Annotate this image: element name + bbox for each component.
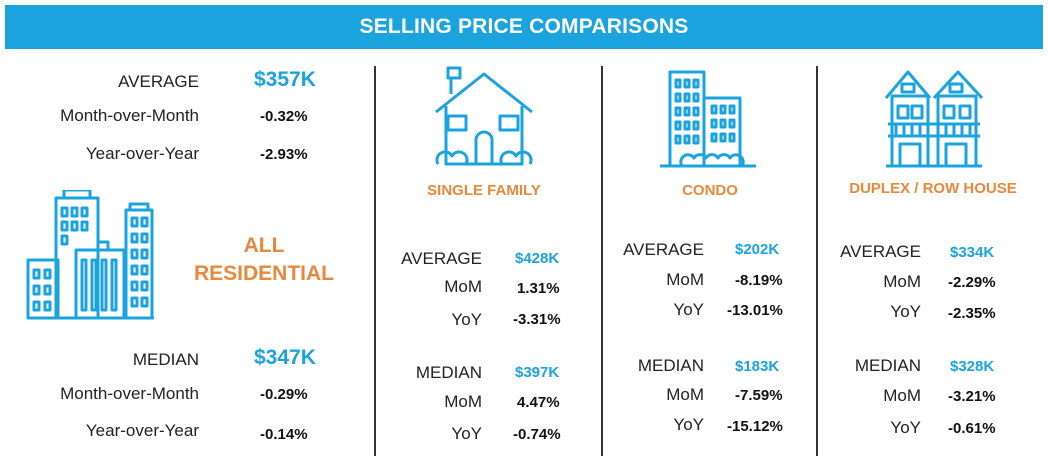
median-value: $183K bbox=[735, 358, 780, 375]
yoy-label: YoY bbox=[890, 418, 921, 437]
median-label: MEDIAN bbox=[415, 363, 482, 382]
mom-label: MoM bbox=[444, 392, 482, 411]
category-label: DUPLEX / ROW HOUSE bbox=[849, 180, 1017, 197]
median-label: MEDIAN bbox=[637, 356, 704, 375]
yoy-label: Year-over-Year bbox=[85, 421, 199, 440]
yoy-value: -0.61% bbox=[948, 420, 996, 437]
average-value: $357K bbox=[254, 68, 316, 91]
mom-value: 4.47% bbox=[517, 394, 560, 411]
category-label: ALL RESIDENTIAL bbox=[186, 232, 342, 288]
mom-value: -3.21% bbox=[948, 388, 996, 405]
mom-label: MoM bbox=[666, 385, 704, 404]
mom-value: -7.59% bbox=[735, 387, 783, 404]
yoy-value: -0.74% bbox=[513, 426, 561, 443]
mom-label: Month-over-Month bbox=[60, 106, 199, 125]
yoy-label: Year-over-Year bbox=[85, 144, 199, 163]
column-divider bbox=[816, 66, 818, 456]
average-value: $334K bbox=[950, 244, 995, 261]
mom-value: -8.19% bbox=[735, 272, 783, 289]
mom-value: 1.31% bbox=[517, 280, 560, 297]
page-title-banner: SELLING PRICE COMPARISONS bbox=[5, 5, 1043, 49]
median-label: MEDIAN bbox=[132, 350, 199, 369]
category-label: CONDO bbox=[682, 182, 738, 199]
mom-label: MoM bbox=[883, 272, 921, 291]
mom-label: Month-over-Month bbox=[60, 384, 199, 403]
mom-label: MoM bbox=[444, 277, 482, 296]
yoy-label: YoY bbox=[451, 424, 482, 443]
mom-value: -0.32% bbox=[260, 108, 308, 125]
yoy-value: -0.14% bbox=[260, 426, 308, 443]
yoy-value: -2.35% bbox=[948, 305, 996, 322]
city-buildings-icon bbox=[26, 190, 154, 320]
column-divider bbox=[601, 66, 603, 456]
yoy-label: YoY bbox=[673, 415, 704, 434]
average-label: AVERAGE bbox=[623, 240, 704, 259]
yoy-label: YoY bbox=[451, 310, 482, 329]
mom-value: -2.29% bbox=[948, 274, 996, 291]
yoy-value: -13.01% bbox=[727, 302, 783, 319]
average-label: AVERAGE bbox=[401, 249, 482, 268]
mom-label: MoM bbox=[666, 270, 704, 289]
category-label: SINGLE FAMILY bbox=[427, 182, 541, 199]
yoy-label: YoY bbox=[673, 300, 704, 319]
column-divider bbox=[374, 66, 376, 456]
average-value: $202K bbox=[735, 241, 780, 258]
condo-towers-icon bbox=[660, 70, 756, 168]
row-house-icon bbox=[884, 70, 984, 168]
yoy-value: -15.12% bbox=[727, 418, 783, 435]
yoy-value: -3.31% bbox=[513, 311, 561, 328]
mom-label: MoM bbox=[883, 386, 921, 405]
median-label: MEDIAN bbox=[854, 356, 921, 375]
median-value: $347K bbox=[254, 346, 316, 369]
average-label: AVERAGE bbox=[840, 242, 921, 261]
median-value: $397K bbox=[515, 364, 560, 381]
average-label: AVERAGE bbox=[118, 72, 199, 91]
yoy-label: YoY bbox=[890, 302, 921, 321]
house-icon bbox=[435, 66, 533, 166]
yoy-value: -2.93% bbox=[260, 146, 308, 163]
median-value: $328K bbox=[950, 358, 995, 375]
category-label-line-1: ALL bbox=[243, 234, 285, 257]
average-value: $428K bbox=[515, 250, 560, 267]
mom-value: -0.29% bbox=[260, 386, 308, 403]
page-title: SELLING PRICE COMPARISONS bbox=[359, 15, 689, 38]
category-label-line-2: RESIDENTIAL bbox=[193, 262, 334, 285]
